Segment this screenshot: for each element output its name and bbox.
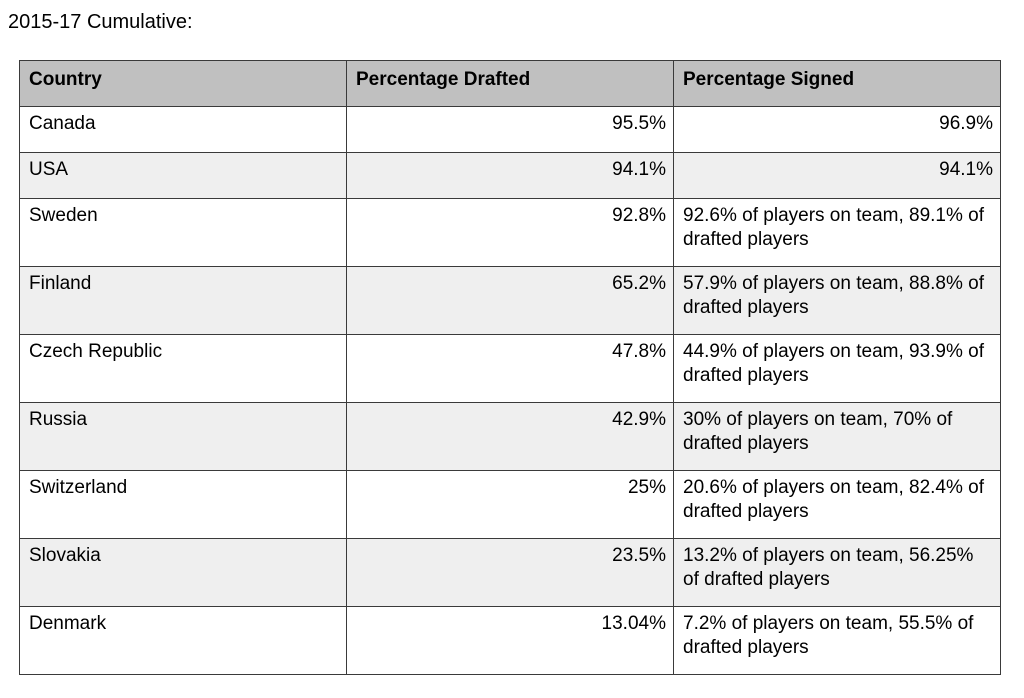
table-caption: 2015-17 Cumulative:: [8, 11, 193, 33]
country-cell: Denmark: [19, 606, 347, 675]
country-cell: Czech Republic: [19, 334, 347, 403]
signed-cell: 7.2% of players on team, 55.5% of drafte…: [673, 606, 1001, 675]
country-cell: Canada: [19, 106, 347, 153]
table-row: Slovakia 23.5% 13.2% of players on team,…: [19, 538, 1001, 607]
country-cell: USA: [19, 152, 347, 199]
country-cell: Switzerland: [19, 470, 347, 539]
drafted-cell: 65.2%: [346, 266, 674, 335]
header-percentage-drafted: Percentage Drafted: [346, 60, 674, 107]
drafted-cell: 47.8%: [346, 334, 674, 403]
header-row: Country Percentage Drafted Percentage Si…: [19, 60, 1001, 107]
signed-cell: 44.9% of players on team, 93.9% of draft…: [673, 334, 1001, 403]
country-cell: Finland: [19, 266, 347, 335]
drafted-cell: 92.8%: [346, 198, 674, 267]
country-cell: Russia: [19, 402, 347, 471]
table-row: Russia 42.9% 30% of players on team, 70%…: [19, 402, 1001, 471]
drafted-cell: 95.5%: [346, 106, 674, 153]
table-row: Sweden 92.8% 92.6% of players on team, 8…: [19, 198, 1001, 267]
table-row: Finland 65.2% 57.9% of players on team, …: [19, 266, 1001, 335]
drafted-cell: 23.5%: [346, 538, 674, 607]
signed-cell: 30% of players on team, 70% of drafted p…: [673, 402, 1001, 471]
signed-cell: 20.6% of players on team, 82.4% of draft…: [673, 470, 1001, 539]
header-percentage-signed: Percentage Signed: [673, 60, 1001, 107]
drafted-cell: 94.1%: [346, 152, 674, 199]
drafted-cell: 42.9%: [346, 402, 674, 471]
table-row: Czech Republic 47.8% 44.9% of players on…: [19, 334, 1001, 403]
signed-cell: 92.6% of players on team, 89.1% of draft…: [673, 198, 1001, 267]
table-row: Denmark 13.04% 7.2% of players on team, …: [19, 606, 1001, 675]
header-country: Country: [19, 60, 347, 107]
country-cell: Slovakia: [19, 538, 347, 607]
table-row: Canada 95.5% 96.9%: [19, 106, 1001, 153]
country-cell: Sweden: [19, 198, 347, 267]
signed-cell: 96.9%: [673, 106, 1001, 153]
table-row: USA 94.1% 94.1%: [19, 152, 1001, 199]
table-row: Switzerland 25% 20.6% of players on team…: [19, 470, 1001, 539]
signed-cell: 94.1%: [673, 152, 1001, 199]
draft-stats-table: Country Percentage Drafted Percentage Si…: [19, 60, 1001, 675]
drafted-cell: 13.04%: [346, 606, 674, 675]
signed-cell: 13.2% of players on team, 56.25% of draf…: [673, 538, 1001, 607]
drafted-cell: 25%: [346, 470, 674, 539]
signed-cell: 57.9% of players on team, 88.8% of draft…: [673, 266, 1001, 335]
